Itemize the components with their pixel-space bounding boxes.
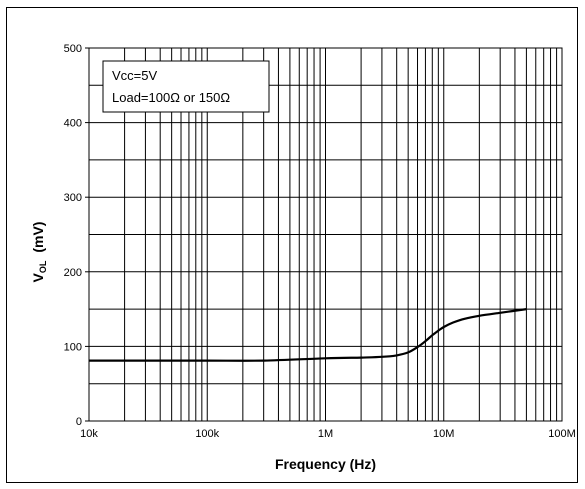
x-tick-label: 10k bbox=[80, 428, 98, 440]
y-axis-label-subscript: OL bbox=[38, 260, 48, 273]
x-tick-label: 100M bbox=[548, 428, 576, 440]
y-tick-label: 500 bbox=[64, 43, 82, 55]
y-tick-label: 200 bbox=[64, 267, 82, 279]
tick-labels: 10k 100k 1M 10M 100M 0 100 200 300 400 500 bbox=[64, 43, 576, 440]
y-tick-label: 0 bbox=[76, 416, 82, 428]
y-tick-label: 100 bbox=[64, 341, 82, 353]
x-axis-label: Frequency (Hz) bbox=[275, 456, 376, 472]
y-tick-label: 400 bbox=[64, 118, 82, 130]
x-tick-label: 100k bbox=[195, 428, 219, 440]
annotation-line-load: Load=100Ω or 150Ω bbox=[112, 90, 230, 105]
annotation-line-vcc: Vcc=5V bbox=[112, 68, 157, 83]
annotation-box: Vcc=5V Load=100Ω or 150Ω bbox=[102, 60, 270, 113]
x-tick-label: 10M bbox=[433, 428, 454, 440]
y-tick-label: 300 bbox=[64, 192, 82, 204]
plot-area bbox=[88, 47, 563, 422]
y-axis-label-main: V bbox=[30, 273, 46, 283]
series-line bbox=[88, 308, 527, 362]
x-tick-label: 1M bbox=[318, 428, 333, 440]
y-axis-label: VOL (mV) bbox=[30, 222, 48, 283]
y-axis-label-unit: (mV) bbox=[30, 222, 46, 253]
chart-frame bbox=[6, 7, 578, 483]
